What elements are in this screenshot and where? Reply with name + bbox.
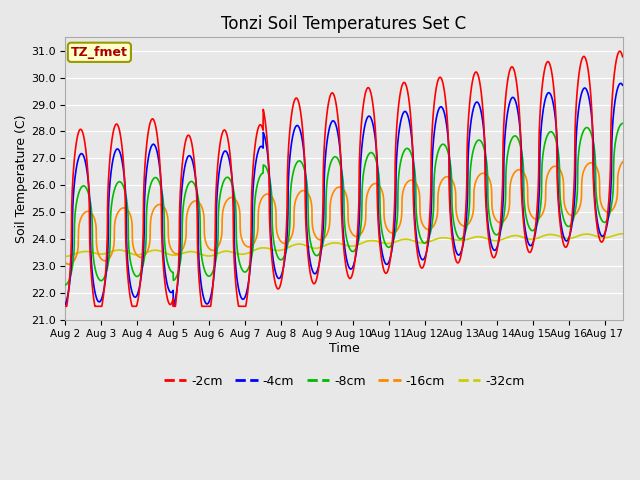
Legend: -2cm, -4cm, -8cm, -16cm, -32cm: -2cm, -4cm, -8cm, -16cm, -32cm bbox=[159, 370, 529, 393]
Y-axis label: Soil Temperature (C): Soil Temperature (C) bbox=[15, 114, 28, 243]
Title: Tonzi Soil Temperatures Set C: Tonzi Soil Temperatures Set C bbox=[221, 15, 467, 33]
X-axis label: Time: Time bbox=[328, 342, 359, 355]
Text: TZ_fmet: TZ_fmet bbox=[71, 46, 128, 59]
